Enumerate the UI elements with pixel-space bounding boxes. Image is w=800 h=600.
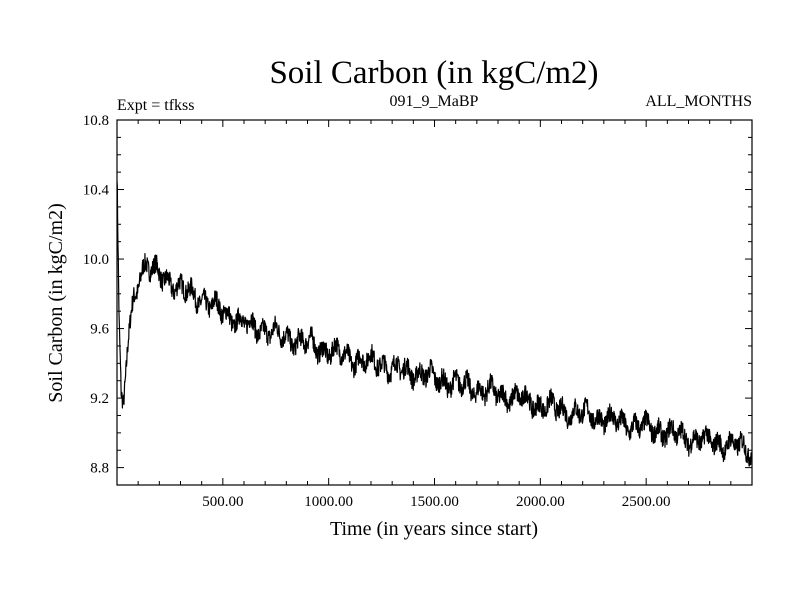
experiment-label: Expt = tfkss: [117, 97, 194, 114]
plot-frame: [116, 119, 753, 486]
x-tick-label: 1000.00: [304, 494, 353, 510]
y-tick-label: 10.4: [83, 183, 110, 199]
y-tick-label: 10.8: [83, 113, 109, 129]
y-tick-label: 9.2: [90, 391, 109, 407]
x-tick-label: 500.00: [202, 494, 243, 510]
period-label: 091_9_MaBP: [390, 93, 479, 110]
y-axis-label: Soil Carbon (in kgC/m2): [45, 203, 67, 402]
y-tick-label: 10.0: [83, 252, 109, 268]
x-tick-label: 1500.00: [410, 494, 459, 510]
months-label: ALL_MONTHS: [645, 93, 752, 110]
x-tick-label: 2500.00: [622, 494, 671, 510]
series-line-0: [116, 181, 753, 467]
x-axis-label: Time (in years since start): [330, 518, 538, 540]
plot-area: [116, 181, 753, 467]
x-tick-label: 2000.00: [516, 494, 565, 510]
chart-title: Soil Carbon (in kgC/m2): [269, 55, 598, 91]
y-axis: 8.8 9.2 9.6 10.0 10.4 10.8: [83, 113, 752, 477]
y-tick-label: 9.6: [90, 322, 109, 338]
y-tick-label: 8.8: [90, 461, 109, 477]
x-axis: 500.00 1000.00 1500.00 2000.00 2500.00: [137, 120, 732, 510]
